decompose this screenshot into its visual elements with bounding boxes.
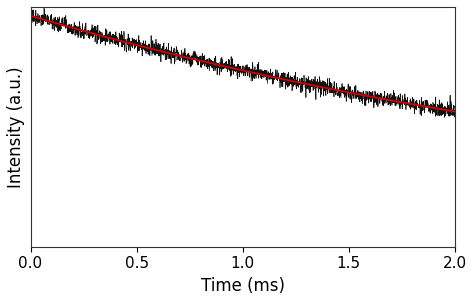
Y-axis label: Intensity (a.u.): Intensity (a.u.): [7, 66, 25, 188]
X-axis label: Time (ms): Time (ms): [201, 277, 285, 295]
